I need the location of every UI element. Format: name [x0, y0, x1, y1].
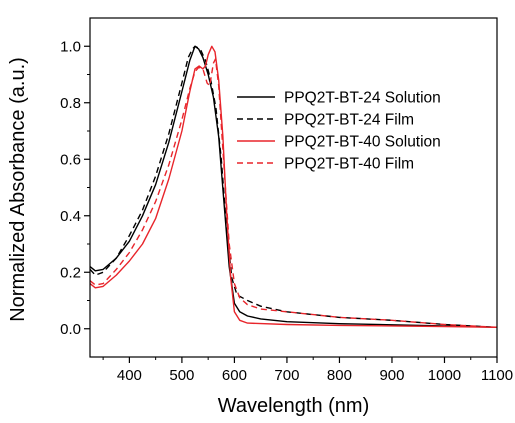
legend-label-4: PPQ2T-BT-40 Film [284, 156, 414, 173]
legend-label-1: PPQ2T-BT-24 Solution [284, 90, 441, 107]
y-axis-title: Normalized Absorbance (a.u.) [7, 57, 29, 322]
x-axis-title: Wavelength (nm) [218, 395, 370, 417]
series-layer [89, 45, 498, 328]
y-tick-label-3: 0.6 [60, 151, 81, 168]
series-line-1 [89, 45, 498, 328]
y-tick-label-1: 0.2 [60, 264, 81, 281]
series-line-2 [89, 45, 498, 328]
y-tick-label-0: 0.0 [60, 321, 81, 338]
legend-label-3: PPQ2T-BT-40 Solution [284, 134, 441, 151]
y-tick-label-5: 1.0 [60, 38, 81, 55]
series-line-3 [89, 45, 498, 328]
series-line-4 [89, 58, 498, 328]
y-tick-label-4: 0.8 [60, 95, 81, 112]
legend-label-2: PPQ2T-BT-24 Film [284, 112, 414, 129]
legend: PPQ2T-BT-24 Solution PPQ2T-BT-24 Film PPQ2… [237, 90, 441, 173]
x-tick-label-400: 400 [117, 367, 142, 384]
x-tick-label-500: 500 [169, 367, 194, 384]
x-tick-label-900: 900 [379, 367, 404, 384]
x-tick-label-1100: 1100 [481, 367, 513, 384]
x-tick-label-800: 800 [327, 367, 352, 384]
x-tick-label-700: 700 [274, 367, 299, 384]
x-tick-label-600: 600 [222, 367, 247, 384]
y-tick-label-2: 0.4 [60, 208, 81, 225]
x-tick-label-1000: 1000 [428, 367, 461, 384]
ticks-layer: 400 500 600 700 800 900 1000 1100 0.0 0.2 0.4 0.6 0.… [60, 38, 513, 384]
